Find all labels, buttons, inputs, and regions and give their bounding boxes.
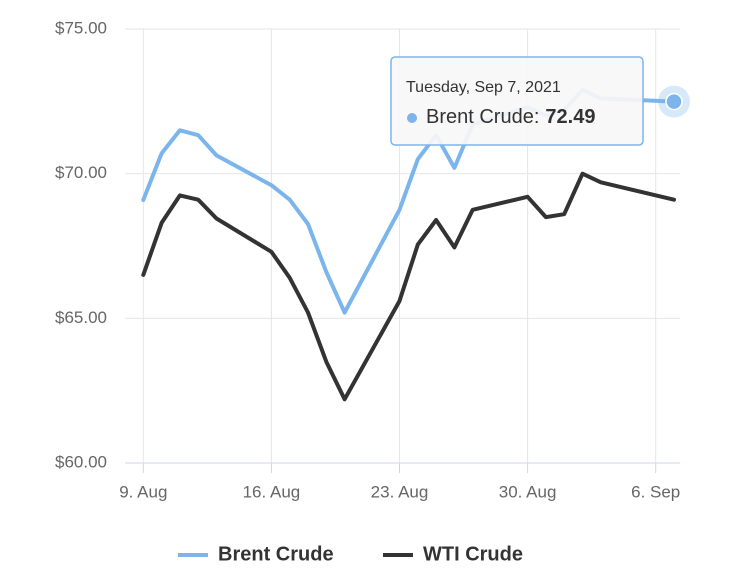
tooltip-dot: [407, 113, 417, 123]
x-tick-label: 6. Sep: [631, 482, 680, 501]
hover-marker: [665, 92, 683, 111]
tooltip-label: Brent Crude:: [426, 106, 539, 128]
x-tick-label: 30. Aug: [499, 482, 557, 501]
tooltip: Tuesday, Sep 7, 2021 Brent Crude: 72.49: [390, 56, 644, 146]
x-tick-label: 9. Aug: [119, 482, 167, 501]
y-tick-label: $70.00: [55, 163, 107, 182]
tooltip-value: 72.49: [545, 106, 595, 128]
x-tick-label: 16. Aug: [243, 482, 301, 501]
series-line: [141, 171, 676, 402]
y-tick-label: $60.00: [55, 452, 107, 471]
y-tick-label: $75.00: [55, 18, 107, 37]
legend-label[interactable]: WTI Crude: [423, 543, 523, 565]
x-tick-label: 23. Aug: [371, 482, 429, 501]
y-tick-label: $65.00: [55, 308, 107, 327]
tooltip-text: Brent Crude: 72.49: [426, 106, 595, 128]
tooltip-box: [390, 56, 644, 146]
tooltip-title: Tuesday, Sep 7, 2021: [406, 79, 561, 96]
legend-label[interactable]: Brent Crude: [218, 543, 334, 565]
